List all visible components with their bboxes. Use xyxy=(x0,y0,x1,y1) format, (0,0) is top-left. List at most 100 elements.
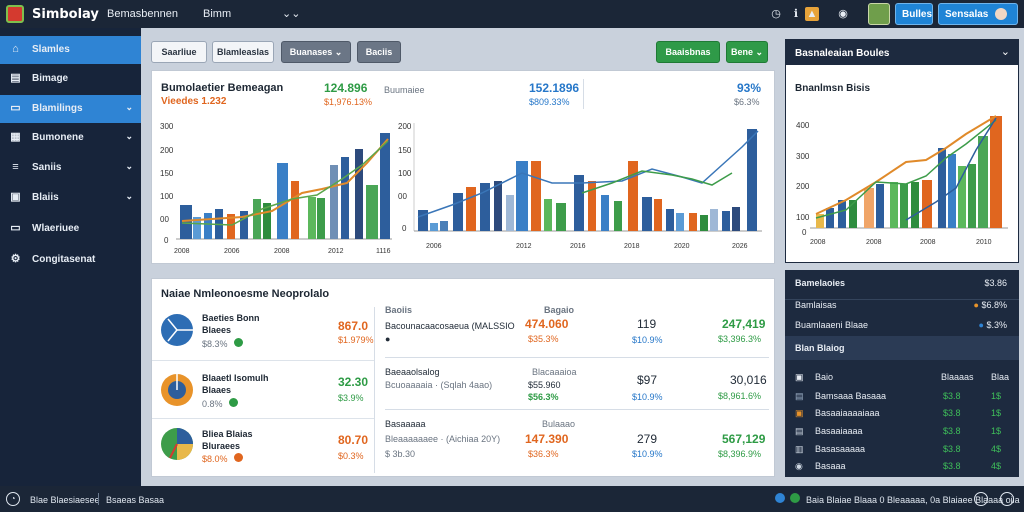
status-bar: ◔ Blae Blaesiaesee Bsaeas Basaa Baia Bla… xyxy=(0,486,1024,512)
bar xyxy=(710,209,718,231)
sidebar-item-4[interactable]: ▦ Bumonene ⌄ xyxy=(0,124,141,152)
menu-item-2[interactable]: Bimm xyxy=(203,8,232,20)
card-title: Blaaetl Isomulh xyxy=(202,373,269,383)
clock-icon[interactable]: ◷ xyxy=(771,8,781,20)
bar xyxy=(291,181,299,239)
bar xyxy=(978,136,988,228)
stats-row[interactable]: Bamlaisas ● $6.8% xyxy=(785,299,1019,310)
settings-icon[interactable] xyxy=(1000,492,1014,506)
home-icon: ⌂ xyxy=(12,43,19,55)
bell-icon[interactable]: ▲ xyxy=(805,7,819,21)
metric-3-value: 93% xyxy=(737,81,762,95)
status-dot-icon xyxy=(234,338,244,347)
y-tick: 100 xyxy=(796,213,810,222)
chevron-down-icon: ⌄ xyxy=(125,191,133,201)
y-tick: 00 xyxy=(160,215,169,224)
row-value-1: $3.8 xyxy=(943,461,961,471)
overview-subtitle: Vieedes 1.232 xyxy=(161,96,227,107)
row-name: Baeaaolsalog xyxy=(385,367,440,377)
bar xyxy=(722,211,730,231)
x-tick: 2010 xyxy=(976,239,992,246)
trend-line-blue xyxy=(905,117,997,221)
bar xyxy=(355,149,363,239)
summary-card-2[interactable]: Blaaetl Isomulh Blaaes 0.8% 32.30 $3.9% xyxy=(152,365,374,419)
card-change-text: $8.0% xyxy=(202,454,228,464)
row-label: Basaaiaaaa xyxy=(815,426,863,436)
status-icon[interactable]: ◔ xyxy=(6,492,20,506)
filter-button-2[interactable]: Blamleaslas xyxy=(212,41,274,63)
bar xyxy=(380,133,390,239)
action-button[interactable]: Baaisbnas xyxy=(656,41,720,63)
middle-chart: 200 150 100 00 0 xyxy=(398,122,762,250)
y-tick: 0 xyxy=(402,224,407,233)
topbar-button-1[interactable]: Bulles xyxy=(895,3,933,25)
sidebar-item-3[interactable]: ▭ Blamilings ⌄ xyxy=(0,95,141,123)
bar xyxy=(890,182,898,228)
y-tick: 0 xyxy=(802,228,807,237)
bars-left xyxy=(180,133,390,239)
summary-card-3[interactable]: Bliea Blaias Bluraees $8.0% 80.70 $0.3% xyxy=(152,423,374,477)
bar xyxy=(700,215,708,231)
bar xyxy=(642,197,652,231)
stats-row-label: Bamlaisas xyxy=(795,300,837,310)
row-label: Basasaaaaa xyxy=(815,444,866,454)
bar xyxy=(666,209,674,231)
bar xyxy=(900,184,908,228)
row-value-1: $3.8 xyxy=(943,408,961,418)
column-header: Baio xyxy=(815,372,834,382)
right-chart-title: Basnaleaian Boules xyxy=(795,48,890,59)
filter-button-4[interactable]: Baciis xyxy=(357,41,401,63)
checkbox-icon[interactable]: ▣ xyxy=(795,372,804,382)
metric-2-value: 152.1896 xyxy=(529,81,580,95)
menu-item-1[interactable]: Bemasbennen xyxy=(107,8,178,20)
filter-button-1[interactable]: Saarliue xyxy=(151,41,207,63)
x-tick: 2018 xyxy=(624,243,640,250)
code-icon[interactable]: ⌄⌄ xyxy=(282,8,301,20)
help-icon[interactable]: ◉ xyxy=(838,8,848,20)
bar xyxy=(654,199,662,231)
row-value-2: 1$ xyxy=(991,408,1002,418)
sidebar-item-6[interactable]: ▣ Blaiis ⌄ xyxy=(0,184,141,212)
stats-row-value-text: $6.8% xyxy=(981,300,1007,310)
bar xyxy=(938,148,946,228)
row-value-2: 119 xyxy=(637,317,657,331)
row-value-1: $3.8 xyxy=(943,391,961,401)
add-dropdown[interactable]: Bene ⌄ xyxy=(726,41,768,63)
sidebar-item-1[interactable]: ⌂ Slamles xyxy=(0,36,141,64)
sidebar-item-2[interactable]: ▤ Bimage xyxy=(0,65,141,93)
bottom-panel: Naiae Nmleonoesme Neoprolalo Baeties Bon… xyxy=(151,278,775,477)
sidebar-item-7[interactable]: ▭ Wlaeriuee xyxy=(0,215,141,243)
user-avatar[interactable] xyxy=(868,3,890,25)
bar xyxy=(816,214,824,228)
sliders-icon: ≡ xyxy=(12,161,19,173)
row-value-3: 30,016 xyxy=(730,373,767,387)
sidebar-item-8[interactable]: ⚙ Congitasenat xyxy=(0,246,141,274)
topbar-button-2-label: Sensalas xyxy=(945,9,989,20)
row-label: Blacaaaioa xyxy=(532,367,577,377)
chevron-down-icon[interactable]: ⌄ xyxy=(1000,46,1010,58)
user-icon[interactable] xyxy=(974,492,988,506)
row-value-1: $3.8 xyxy=(943,444,961,454)
section-header: Blan Blaiog xyxy=(785,336,1019,360)
row-label: Bulaaao xyxy=(542,419,576,429)
y-tick: 400 xyxy=(796,121,810,130)
card-subtitle: Blaees xyxy=(202,325,232,335)
chevron-down-icon: ⌄ xyxy=(125,102,133,112)
bar xyxy=(990,116,1002,228)
donut-icon xyxy=(161,374,193,406)
right-chart-panel: Basnaleaian Boules ⌄ Bnanlmsn Bisis 400 … xyxy=(785,39,1019,263)
info-icon[interactable]: ℹ xyxy=(793,8,799,20)
row-value-1: 147.390 xyxy=(525,432,569,446)
filter-dropdown[interactable]: Buanases ⌄ xyxy=(281,41,351,63)
trend-line-green xyxy=(181,140,389,226)
row-subtitle: Bleaaaaaaee · (Aichiaa 20Y) xyxy=(385,434,501,444)
topbar-button-2[interactable]: Sensalas xyxy=(938,3,1018,25)
sidebar-item-5[interactable]: ≡ Saniis ⌄ xyxy=(0,154,141,182)
bar xyxy=(418,210,428,231)
summary-card-1[interactable]: Baeties Bonn Blaees $8.3% 867.0 $1.979% xyxy=(152,307,374,361)
bar xyxy=(506,195,514,231)
right-chart: 400 300 200 100 0 2008 2008 20 xyxy=(796,115,1008,246)
chevron-down-icon: ⌄ xyxy=(125,161,133,171)
left-chart: 300 200 150 100 00 0 2008 20 xyxy=(160,122,392,255)
section-title: Blan Blaiog xyxy=(795,343,845,353)
